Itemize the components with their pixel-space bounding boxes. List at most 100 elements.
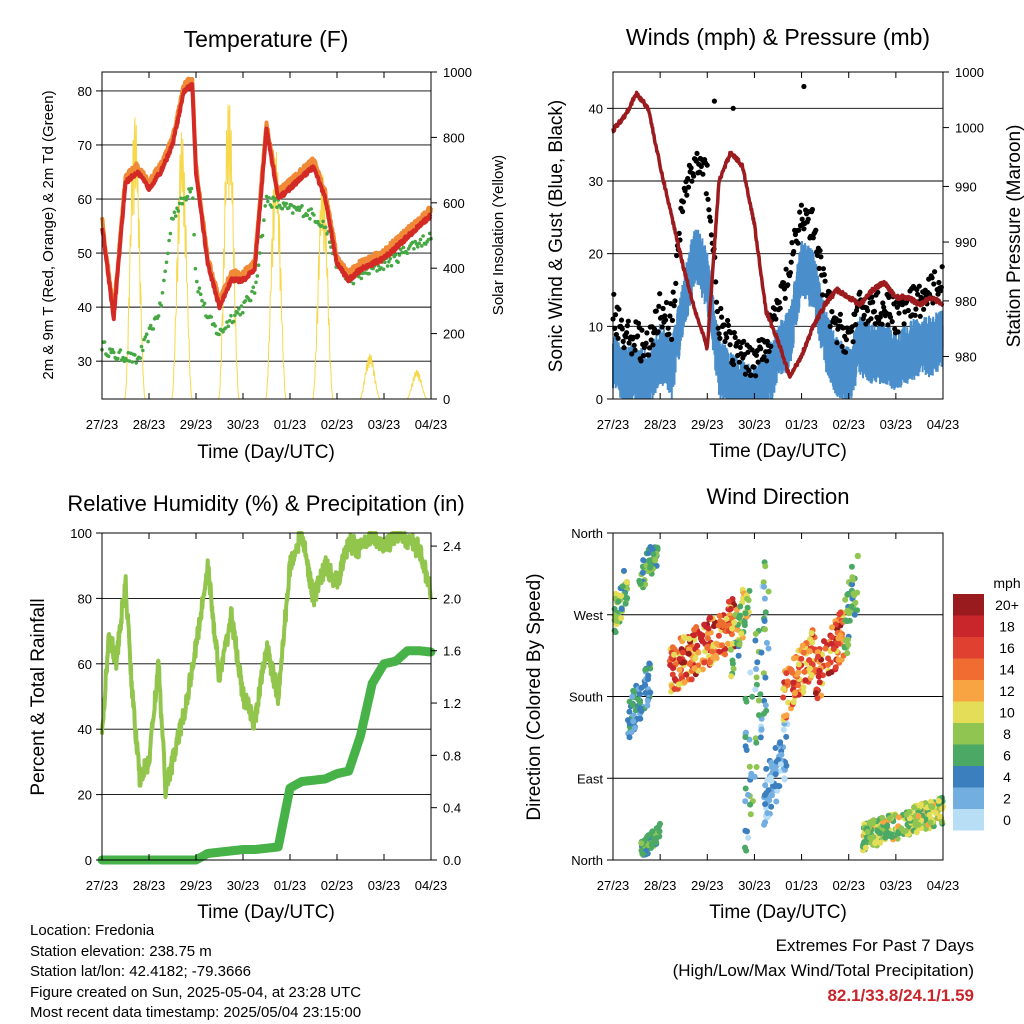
direction-point xyxy=(746,587,753,594)
direction-point xyxy=(676,656,683,662)
direction-point xyxy=(927,819,934,826)
gust-point xyxy=(921,306,927,312)
gust-point xyxy=(870,299,876,305)
direction-point xyxy=(825,670,832,677)
direction-point xyxy=(647,544,654,550)
dewpoint-point xyxy=(217,332,221,337)
direction-ytick-label: North xyxy=(571,526,603,541)
direction-point xyxy=(748,770,755,777)
dewpoint-point xyxy=(351,281,356,286)
dewpoint-point xyxy=(252,291,257,295)
humidity-ylabel: Percent & Total Rainfall xyxy=(28,598,49,795)
dewpoint-point xyxy=(109,350,113,355)
gust-point xyxy=(700,171,706,177)
direction-point xyxy=(753,681,760,688)
extremes-subtitle: (High/Low/Max Wind/Total Precipitation) xyxy=(672,961,974,980)
gust-point xyxy=(764,338,771,344)
gust-point xyxy=(901,321,907,327)
gust-point xyxy=(821,272,827,278)
direction-point xyxy=(800,689,807,695)
direction-point xyxy=(765,787,772,794)
direction-point xyxy=(695,649,702,656)
dewpoint-point xyxy=(385,264,390,268)
direction-point xyxy=(795,682,802,689)
direction-point xyxy=(635,696,642,703)
gust-point xyxy=(868,316,874,322)
dewpoint-point xyxy=(209,315,213,319)
gust-point xyxy=(722,338,728,345)
winds-y2tick-label: 990 xyxy=(955,179,977,194)
direction-point xyxy=(812,690,819,697)
direction-point xyxy=(761,821,768,828)
gust-point xyxy=(913,306,919,312)
dewpoint-point xyxy=(266,199,270,204)
gust-point xyxy=(795,240,801,246)
direction-point xyxy=(626,698,633,705)
gust-point xyxy=(748,372,754,378)
temperature-xlabel: Time (Day/UTC) xyxy=(197,442,335,463)
direction-point xyxy=(637,580,644,587)
colorbar-swatch xyxy=(953,680,984,702)
gust-point xyxy=(776,299,782,305)
gust-point xyxy=(689,178,695,184)
gust-point xyxy=(761,354,767,360)
temperature-y2tick-label: 600 xyxy=(443,196,465,211)
direction-point xyxy=(808,630,815,637)
direction-point xyxy=(768,759,775,766)
gust-point xyxy=(912,312,918,318)
direction-point xyxy=(884,822,891,829)
gust-point xyxy=(674,252,680,259)
gust-point xyxy=(685,175,691,182)
direction-point xyxy=(742,785,749,792)
direction-point xyxy=(815,653,822,660)
direction-point xyxy=(928,803,935,810)
gust-point xyxy=(822,278,828,284)
gust-point xyxy=(653,308,659,314)
winds-y2tick-label: 990 xyxy=(955,235,977,250)
direction-point xyxy=(729,660,736,667)
direction-point xyxy=(816,667,823,674)
dewpoint-point xyxy=(321,219,325,224)
colorbar-swatch xyxy=(953,787,984,809)
dewpoint-point xyxy=(367,271,371,276)
direction-point xyxy=(747,811,754,818)
direction-point xyxy=(772,771,779,778)
direction-point xyxy=(757,734,764,741)
direction-point xyxy=(618,615,625,622)
direction-point xyxy=(699,666,706,673)
colorbar-swatch xyxy=(953,744,984,766)
dewpoint-point xyxy=(159,303,163,308)
dewpoint-point xyxy=(225,320,229,324)
direction-point xyxy=(654,544,661,551)
gust-point xyxy=(839,343,845,350)
gust-point xyxy=(742,371,749,377)
direction-point xyxy=(799,642,806,649)
gust-point xyxy=(646,345,653,351)
direction-point xyxy=(844,591,851,598)
direction-point xyxy=(837,609,844,616)
gust-point xyxy=(635,320,642,326)
gust-point xyxy=(691,173,697,179)
direction-point xyxy=(774,787,781,794)
winds-xtick-label: 29/23 xyxy=(691,417,724,432)
winds-ytick-label: 10 xyxy=(589,319,603,334)
gust-point xyxy=(708,218,714,224)
dewpoint-point xyxy=(320,224,324,228)
winds-ytick-label: 30 xyxy=(589,174,603,189)
direction-point xyxy=(752,686,759,693)
gust-point xyxy=(936,279,942,286)
gust-point xyxy=(717,335,723,341)
direction-point xyxy=(742,695,749,702)
temperature-plot-frame xyxy=(101,71,432,400)
gust-point xyxy=(730,361,737,368)
gust-point xyxy=(781,280,787,286)
dewpoint-point xyxy=(185,194,190,199)
direction-xlabel: Time (Day/UTC) xyxy=(709,902,847,923)
direction-point xyxy=(645,550,652,557)
winds-ylabel: Sonic Wind & Gust (Blue, Black) xyxy=(546,100,567,372)
humidity-xtick-label: 02/23 xyxy=(321,878,354,893)
direction-point xyxy=(686,646,692,653)
direction-point xyxy=(623,579,630,586)
gust-point xyxy=(660,305,666,312)
